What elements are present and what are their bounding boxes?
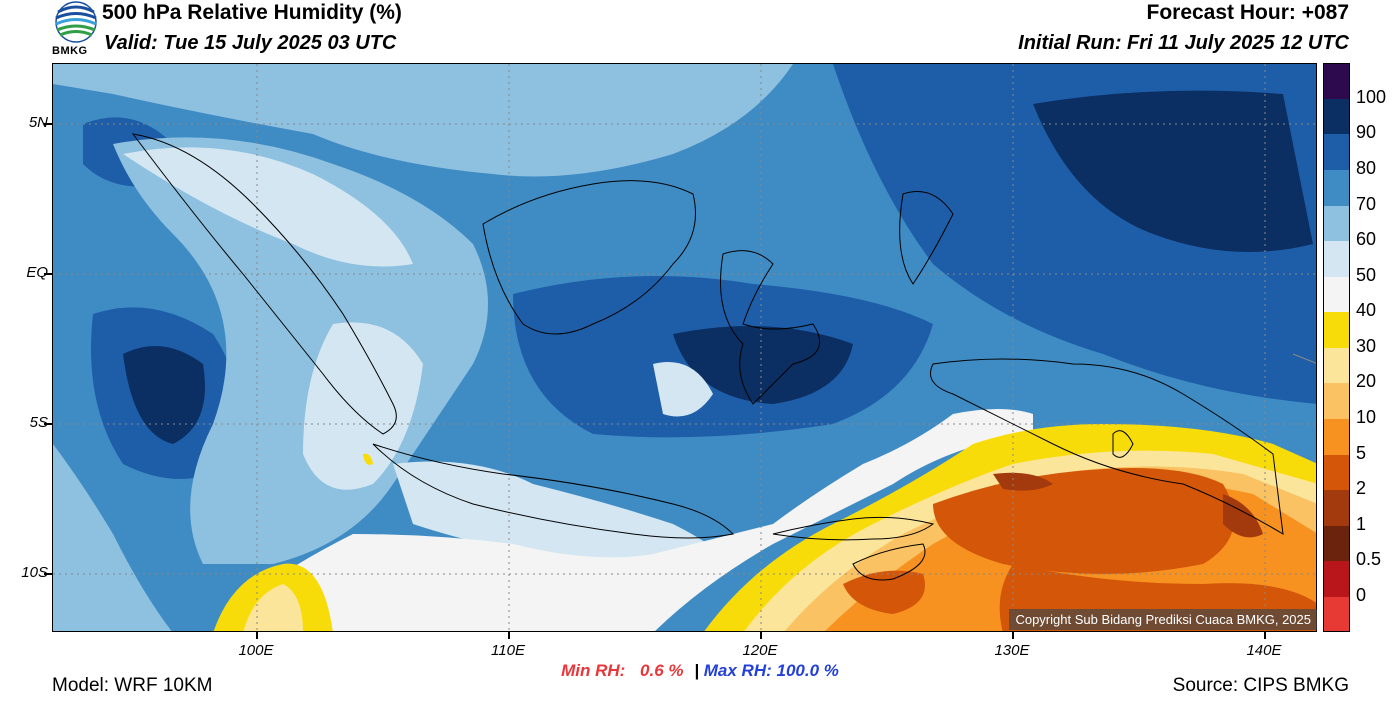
colorbar-segment <box>1324 170 1349 206</box>
colorbar-segment <box>1324 277 1349 312</box>
colorbar-label: 60 <box>1356 229 1377 249</box>
colorbar-segment <box>1324 526 1349 561</box>
colorbar-label: 2 <box>1356 478 1367 498</box>
rh-stats: Min RH: 0.6 % | Max RH: 100.0 % <box>0 661 1400 681</box>
colorbar-segment <box>1324 241 1349 277</box>
colorbar-label: 20 <box>1356 371 1377 391</box>
colorbar-label: 1 <box>1356 514 1367 534</box>
colorbar-label: 0.5 <box>1356 549 1382 569</box>
colorbar-label: 0 <box>1356 585 1367 605</box>
forecast-hour: Forecast Hour: +087 <box>1146 1 1350 24</box>
lat-tick <box>44 123 52 125</box>
colorbar-segment <box>1324 99 1349 134</box>
colorbar-label: 10 <box>1356 407 1377 427</box>
lat-label-5s: 5S <box>29 414 48 431</box>
colorbar-label: 5 <box>1356 443 1367 463</box>
colorbar-label: 90 <box>1356 122 1377 142</box>
source-name: Source: CIPS BMKG <box>1172 675 1349 696</box>
max-rh: Max RH: 100.0 % <box>703 661 839 680</box>
initial-run: Initial Run: Fri 11 July 2025 12 UTC <box>1018 32 1349 54</box>
humidity-map <box>52 63 1317 632</box>
colorbar-label: 50 <box>1356 265 1377 285</box>
lat-label-5n: 5N <box>28 114 48 131</box>
copyright-note: Copyright Sub Bidang Prediksi Cuaca BMKG… <box>1009 609 1317 630</box>
colorbar-segment <box>1324 490 1349 526</box>
valid-time: Valid: Tue 15 July 2025 03 UTC <box>104 32 397 54</box>
map-title: 500 hPa Relative Humidity (%) <box>102 1 402 24</box>
lon-tick <box>760 632 762 639</box>
logo-text: BMKG <box>52 45 88 57</box>
min-rh-value: 0.6 % <box>640 661 684 680</box>
humidity-field <box>53 64 1316 631</box>
colorbar-segment <box>1324 561 1349 597</box>
stats-separator: | <box>694 661 700 680</box>
lat-label-10s: 10S <box>21 564 48 581</box>
lon-label-140e: 140E <box>1246 642 1282 659</box>
colorbar-label: 80 <box>1356 158 1377 178</box>
colorbar-segment <box>1324 312 1349 348</box>
colorbar-segment <box>1324 64 1349 99</box>
lon-tick <box>1012 632 1014 639</box>
min-rh-label: Min RH: <box>561 661 626 680</box>
model-name: Model: WRF 10KM <box>52 675 213 696</box>
colorbar-segment <box>1324 419 1349 455</box>
lon-label-100e: 100E <box>238 642 274 659</box>
lon-label-110e: 110E <box>491 642 525 659</box>
lon-tick <box>1264 632 1266 639</box>
colorbar <box>1323 63 1350 632</box>
lat-tick <box>44 423 52 425</box>
lon-tick <box>256 632 258 639</box>
colorbar-segment <box>1324 206 1349 241</box>
lat-label-eq: EQ <box>26 264 48 281</box>
lat-tick <box>44 273 52 275</box>
colorbar-label: 40 <box>1356 300 1377 320</box>
lon-tick <box>508 632 510 639</box>
colorbar-label: 30 <box>1356 336 1377 356</box>
colorbar-segment <box>1324 455 1349 490</box>
colorbar-label: 70 <box>1356 194 1377 214</box>
bmkg-logo: BMKG <box>50 0 102 60</box>
colorbar-segment <box>1324 348 1349 383</box>
lon-label-130e: 130E <box>994 642 1030 659</box>
colorbar-segment <box>1324 597 1349 631</box>
lat-tick <box>44 573 52 575</box>
lon-label-120e: 120E <box>742 642 778 659</box>
colorbar-label: 100 <box>1356 87 1387 107</box>
colorbar-segment <box>1324 134 1349 170</box>
colorbar-segment <box>1324 383 1349 419</box>
